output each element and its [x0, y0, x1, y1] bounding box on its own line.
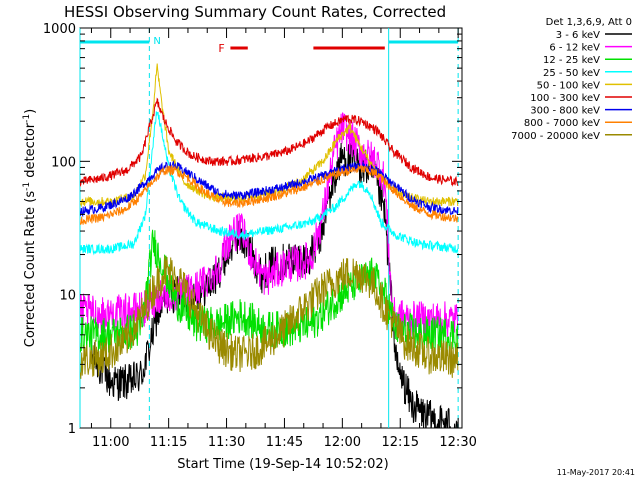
y-axis-label-part1: Corrected Count Rate (s	[23, 191, 38, 348]
y-tick-label: 1000	[43, 22, 76, 37]
series-line-7	[80, 160, 459, 218]
y-tick-label: 10	[59, 289, 76, 304]
series-line-9	[80, 255, 459, 379]
x-tick-label: 12:15	[382, 435, 419, 450]
legend-header: Det 1,3,6,9, Att 0	[546, 17, 632, 28]
series-line-8	[80, 164, 459, 225]
observing-flags: NF	[79, 28, 459, 428]
chart-title: HESSI Observing Summary Count Rates, Cor…	[64, 3, 446, 21]
x-tick-label: 11:45	[266, 435, 303, 450]
legend-label: 100 - 300 keV	[530, 93, 600, 104]
x-tick-label: 11:15	[150, 435, 187, 450]
series-line-6	[80, 97, 459, 188]
legend-label: 800 - 7000 keV	[524, 118, 600, 129]
legend-label: 12 - 25 keV	[543, 55, 600, 66]
series-line-4	[80, 111, 459, 256]
legend-label: 6 - 12 keV	[549, 43, 600, 54]
x-tick-label: 11:00	[92, 435, 129, 450]
legend-label: 300 - 800 keV	[530, 106, 600, 117]
legend-label: 3 - 6 keV	[556, 30, 600, 41]
y-axis-label: Corrected Count Rate (s-1 detector-1)	[22, 109, 38, 347]
y-axis-label-sup1: -1	[22, 182, 32, 191]
series-layer	[80, 63, 459, 428]
flare-flag-label: F	[218, 42, 224, 55]
legend-label: 7000 - 20000 keV	[511, 131, 600, 142]
x-axis-label: Start Time (19-Sep-14 10:52:02)	[177, 457, 388, 472]
axes: 1 10 100 1000 11:00 11:15 11:30 11:45 12:00 12:15…	[43, 22, 477, 450]
x-tick-label: 11:30	[208, 435, 245, 450]
legend-label: 25 - 50 keV	[543, 68, 600, 79]
x-tick-label: 12:30	[439, 435, 476, 450]
legend: Det 1,3,6,9, Att 0 3 - 6 keV 6 - 12 keV12 …	[511, 17, 632, 142]
legend-label: 50 - 100 keV	[537, 80, 601, 91]
y-tick-label: 100	[51, 155, 76, 170]
night-flag-label: N	[153, 36, 160, 47]
y-axis-label-sup2: -1	[22, 114, 32, 123]
date-stamp: 11-May-2017 20:41	[557, 468, 635, 477]
x-tick-label: 12:00	[324, 435, 361, 450]
y-tick-label: 1	[68, 422, 76, 437]
y-axis-label-part3: )	[23, 109, 38, 114]
y-axis-label-part2: detector	[23, 122, 38, 182]
